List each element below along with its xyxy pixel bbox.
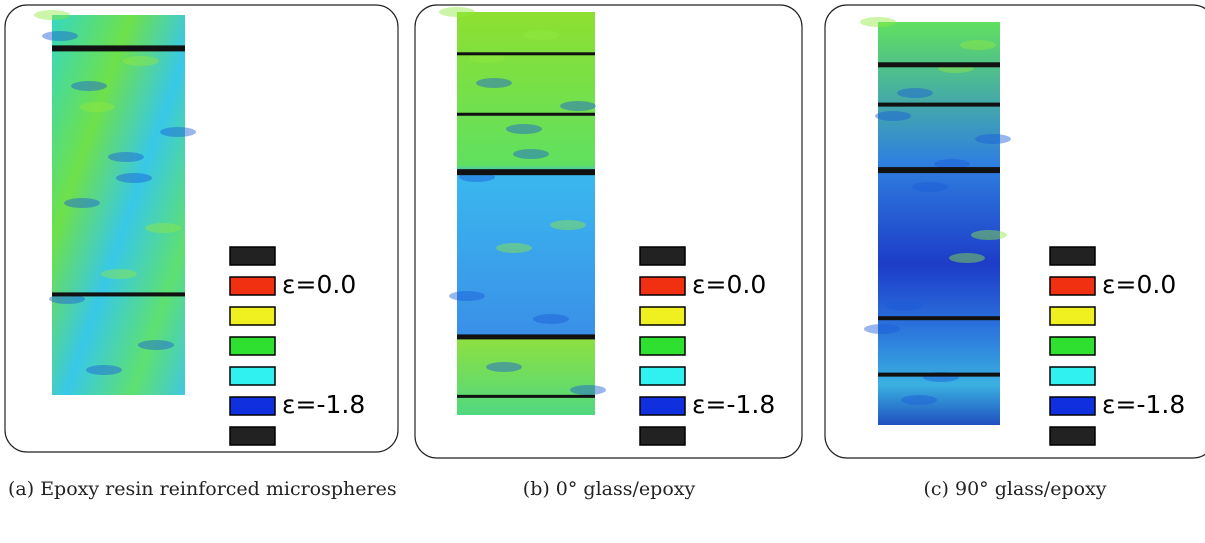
legend-swatch <box>1049 366 1096 386</box>
strain-band <box>457 169 595 176</box>
strain-blob <box>864 324 900 334</box>
strain-blob <box>912 182 948 192</box>
legend-swatch <box>229 336 276 356</box>
strain-blob <box>34 10 70 20</box>
panel-frame <box>414 4 803 459</box>
legend-swatch <box>639 426 686 446</box>
strain-blob <box>108 152 144 162</box>
legend-swatch <box>1049 306 1096 326</box>
strain-blob <box>513 149 549 159</box>
legend-swatch <box>229 246 276 266</box>
strain-band <box>457 394 595 398</box>
legend-swatch <box>229 396 276 416</box>
panel-frame <box>4 4 399 453</box>
strain-blob <box>897 88 933 98</box>
strain-blob <box>550 220 586 230</box>
strain-blob <box>886 301 922 311</box>
legend-swatch <box>639 366 686 386</box>
legend-swatch <box>639 246 686 266</box>
strain-band <box>878 372 1000 377</box>
strain-blob <box>901 395 937 405</box>
strain-blob <box>506 124 542 134</box>
strain-blob <box>160 127 196 137</box>
strain-blob <box>469 53 505 63</box>
strain-blob <box>138 340 174 350</box>
strain-blob <box>145 223 181 233</box>
legend-label: ε=0.0 <box>1102 270 1176 299</box>
legend-swatch <box>639 306 686 326</box>
strain-band <box>52 292 185 297</box>
strain-band <box>878 62 1000 68</box>
strain-map <box>457 12 595 415</box>
caption: (a) Epoxy resin reinforced microspheres <box>8 478 397 500</box>
strain-blob <box>975 134 1011 144</box>
strain-blob <box>79 102 115 112</box>
strain-band <box>457 52 595 56</box>
legend-swatch <box>229 276 276 296</box>
legend-swatch <box>229 306 276 326</box>
strain-blob <box>875 111 911 121</box>
strain-blob <box>449 291 485 301</box>
legend-swatch <box>1049 336 1096 356</box>
strain-blob <box>971 230 1007 240</box>
legend-swatch <box>229 366 276 386</box>
strain-blob <box>533 314 569 324</box>
legend-label: ε=-1.8 <box>692 390 775 419</box>
strain-band <box>52 45 185 52</box>
strain-blob <box>486 362 522 372</box>
strain-blob <box>523 30 559 40</box>
strain-band <box>457 334 595 340</box>
legend-label: ε=-1.8 <box>282 390 365 419</box>
legend-swatch <box>1049 426 1096 446</box>
legend-label: ε=-1.8 <box>1102 390 1185 419</box>
strain-blob <box>116 173 152 183</box>
legend-label: ε=0.0 <box>282 270 356 299</box>
legend-swatch <box>639 276 686 296</box>
strain-band <box>878 102 1000 107</box>
strain-blob <box>49 294 85 304</box>
strain-blob <box>934 159 970 169</box>
strain-blob <box>960 40 996 50</box>
strain-blob <box>101 269 137 279</box>
legend-swatch <box>1049 246 1096 266</box>
strain-band <box>878 167 1000 174</box>
strain-blob <box>570 385 606 395</box>
caption: (c) 90° glass/epoxy <box>923 478 1107 500</box>
strain-band <box>878 316 1000 321</box>
legend-swatch <box>1049 396 1096 416</box>
legend-swatch <box>229 426 276 446</box>
legend-swatch <box>639 396 686 416</box>
strain-blob <box>496 243 532 253</box>
legend-label: ε=0.0 <box>692 270 766 299</box>
strain-blob <box>42 31 78 41</box>
strain-band <box>457 112 595 116</box>
legend-swatch <box>1049 276 1096 296</box>
legend-swatch <box>639 336 686 356</box>
strain-map <box>52 15 185 395</box>
strain-map <box>878 22 1000 425</box>
panel-frame <box>824 4 1205 459</box>
strain-blob <box>123 56 159 66</box>
strain-blob <box>439 7 475 17</box>
strain-blob <box>860 17 896 27</box>
strain-blob <box>560 101 596 111</box>
caption: (b) 0° glass/epoxy <box>522 478 696 500</box>
strain-blob <box>476 78 512 88</box>
strain-blob <box>949 253 985 263</box>
strain-blob <box>64 198 100 208</box>
strain-blob <box>71 81 107 91</box>
strain-blob <box>86 365 122 375</box>
